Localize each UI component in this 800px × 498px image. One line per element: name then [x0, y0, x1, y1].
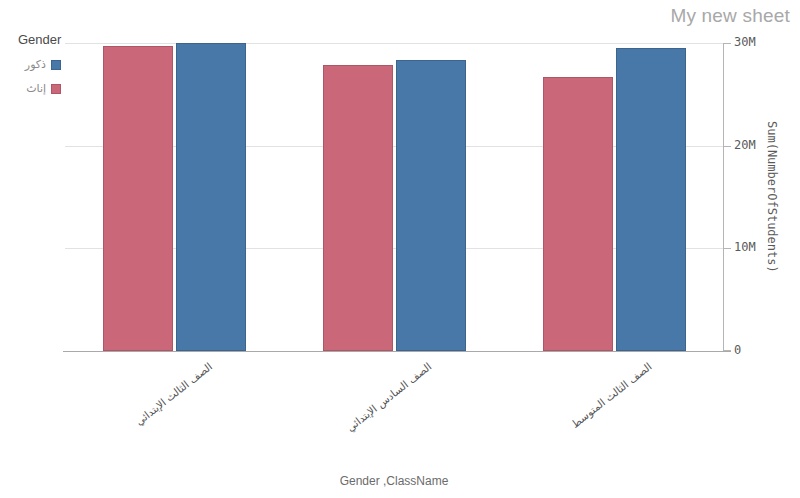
sheet-title: My new sheet [670, 5, 790, 27]
y-tick-label: 0 [734, 343, 741, 357]
plot-area [65, 43, 723, 351]
bar[interactable] [616, 48, 686, 351]
legend-swatch-females [51, 84, 61, 94]
x-axis-title: Gender ,ClassName [65, 474, 723, 488]
x-axis-labels: الصف الثالث الإبتدائيالصف السادس الإبتدا… [65, 353, 723, 428]
x-axis-category-label[interactable]: الصف الثالث المتوسط [569, 360, 654, 430]
x-axis-line [63, 351, 731, 352]
x-axis-category-label[interactable]: الصف السادس الإبتدائي [345, 360, 434, 434]
legend-item-males[interactable]: ذكور [16, 58, 61, 71]
x-axis-category-label[interactable]: الصف الثالث الإبتدائي [133, 360, 214, 427]
legend-item-label: إناث [16, 82, 46, 95]
legend-title: Gender [18, 32, 61, 47]
y-axis-tick [724, 146, 731, 147]
y-axis-tick [724, 248, 731, 249]
y-axis-title: Sum(NumberOfStudents) [763, 43, 779, 351]
legend-item-label: ذكور [16, 58, 46, 71]
legend-item-females[interactable]: إناث [16, 82, 61, 95]
bar[interactable] [103, 46, 173, 351]
bar[interactable] [323, 65, 393, 351]
y-tick-label: 20M [734, 138, 756, 152]
bar[interactable] [543, 77, 613, 351]
y-axis-line [723, 43, 724, 351]
legend-swatch-males [51, 60, 61, 70]
y-axis-tick [724, 350, 731, 351]
bar[interactable] [176, 43, 246, 351]
sheet-canvas: My new sheet Gender ذكور إناث 0 10M 20M 30M… [0, 0, 800, 498]
bar[interactable] [396, 60, 466, 351]
y-tick-label: 10M [734, 240, 756, 254]
y-tick-label: 30M [734, 35, 756, 49]
gridline [65, 43, 723, 44]
legend: Gender ذكور إناث [16, 32, 61, 95]
y-axis-tick [724, 43, 731, 44]
